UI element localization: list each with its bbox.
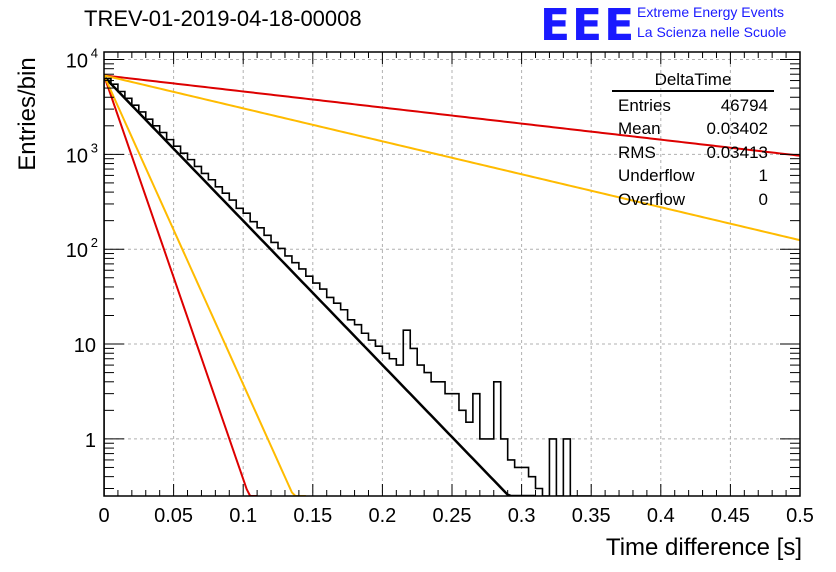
stats-value: 1	[758, 166, 768, 186]
stats-title: DeltaTime	[612, 70, 774, 92]
stats-label: Underflow	[618, 166, 695, 186]
fit-curve-4	[104, 74, 306, 496]
x-tick-label: 0.1	[229, 505, 257, 527]
y-axis-label: Entries/bin	[14, 57, 41, 171]
stats-row-rms: RMS 0.03413	[612, 141, 774, 164]
stats-row-mean: Mean 0.03402	[612, 117, 774, 140]
stats-value: 0.03402	[706, 119, 768, 139]
fit-curve-1	[104, 74, 800, 157]
stats-label: Entries	[618, 96, 671, 115]
fit-curve-2	[104, 75, 258, 496]
x-tick-label: 0.3	[508, 505, 536, 527]
x-tick-label: 0.05	[154, 505, 193, 527]
curves-group	[104, 74, 800, 496]
y-tick-label-exponent: 3	[91, 140, 98, 155]
stats-row-entries: Entries 46794	[612, 94, 774, 117]
x-tick-label: 0.4	[647, 505, 675, 527]
stats-label: Overflow	[618, 189, 686, 209]
eee-logo: EEE	[540, 0, 637, 51]
stats-label: Mean	[618, 119, 661, 139]
y-tick-label: 10	[66, 240, 88, 262]
x-tick-label: 0.25	[433, 505, 472, 527]
fit-curve-0	[104, 75, 536, 496]
x-axis-label: Time difference [s]	[605, 534, 802, 561]
stats-row-overflow: Overflow 0	[612, 188, 774, 211]
y-tick-label: 1	[85, 430, 96, 452]
stats-box: DeltaTime Entries 46794 Mean 0.03402 RMS 0.…	[612, 70, 774, 211]
x-tick-label: 0.45	[711, 505, 750, 527]
fit-curve-3	[104, 74, 800, 242]
x-tick-label: 0.15	[293, 505, 332, 527]
logo-line-1: Extreme Energy Events	[637, 4, 785, 20]
stats-row-underflow: Underflow 1	[612, 164, 774, 187]
logo-line-2: La Scienza nelle Scuole	[637, 24, 787, 40]
stats-label: RMS	[618, 142, 656, 162]
histogram-line	[104, 77, 592, 496]
y-tick-label: 10	[66, 51, 88, 73]
x-tick-label: 0.2	[368, 505, 396, 527]
y-tick-label-exponent: 2	[91, 235, 98, 250]
stats-value: 46794	[720, 96, 768, 115]
x-tick-label: 0.5	[786, 505, 814, 527]
y-tick-label-exponent: 4	[91, 46, 98, 61]
y-tick-label: 10	[74, 335, 96, 357]
stats-value: 0	[758, 189, 768, 209]
x-tick-label: 0	[98, 505, 109, 527]
plot-title: TREV-01-2019-04-18-00008	[84, 6, 362, 31]
x-tick-label: 0.35	[572, 505, 611, 527]
y-tick-label: 10	[66, 145, 88, 167]
stats-value: 0.03413	[706, 142, 768, 162]
